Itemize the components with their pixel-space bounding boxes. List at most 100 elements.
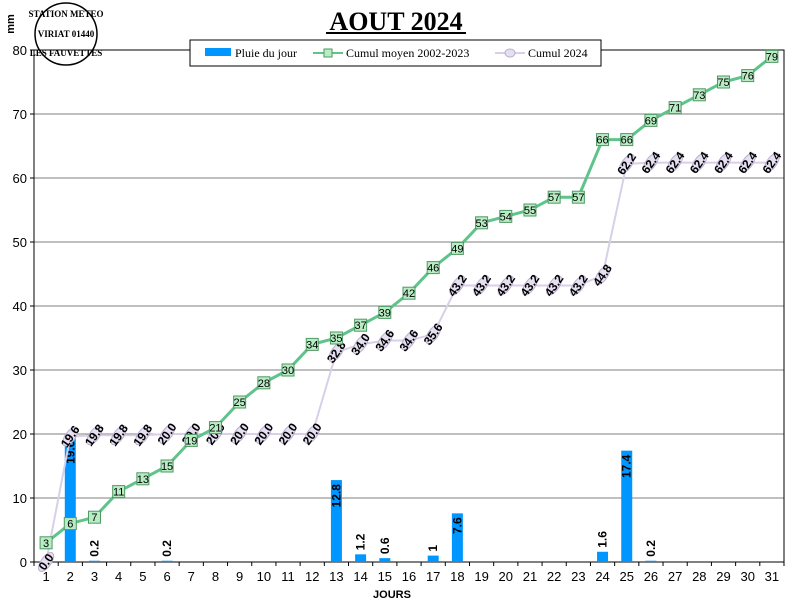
cumul-2024-label: 35.6 xyxy=(421,320,446,347)
cumul-moyen-point xyxy=(257,376,271,390)
y-tick-label: 10 xyxy=(13,491,27,506)
rain-bar xyxy=(379,558,391,562)
cumul-moyen-label: 3 xyxy=(43,538,49,550)
rain-bar xyxy=(645,560,657,562)
x-tick-label: 7 xyxy=(188,569,195,584)
y-axis-ticks: 0 10 20 30 40 50 60 70 80 xyxy=(13,43,34,570)
rain-bar-label: 0.2 xyxy=(644,540,658,557)
legend-swatch-bar xyxy=(205,48,231,56)
cumul-moyen-label: 34 xyxy=(306,339,318,351)
cumul-moyen-point xyxy=(692,88,706,102)
rain-bar-label: 17.4 xyxy=(620,454,634,478)
cumul-moyen-label: 69 xyxy=(645,115,657,127)
x-tick-label: 14 xyxy=(353,569,367,584)
rain-bar-label: 1 xyxy=(426,545,440,552)
legend: Pluie du jour Cumul moyen 2002-2023 Cumu… xyxy=(189,39,602,67)
legend-box xyxy=(189,39,602,67)
x-tick-label: 9 xyxy=(236,569,243,584)
x-tick-label: 27 xyxy=(668,569,682,584)
x-tick-label: 24 xyxy=(595,569,609,584)
cumul-2024-point xyxy=(86,425,103,446)
rain-bar-label: 0.2 xyxy=(87,540,101,557)
cumul-moyen-point xyxy=(741,69,755,83)
legend-label-moyen: Cumul moyen 2002-2023 xyxy=(346,46,469,60)
legend-marker-cumul xyxy=(504,48,516,58)
cumul-2024-point xyxy=(400,330,418,351)
cumul-moyen-label: 7 xyxy=(91,512,97,524)
cumul-moyen-label: 13 xyxy=(137,474,149,486)
rain-bar xyxy=(597,551,609,562)
x-tick-label: 28 xyxy=(692,569,706,584)
cumul-2024-point xyxy=(570,275,587,296)
cumul-2024-label: 34.0 xyxy=(348,331,373,358)
cumul-moyen-point xyxy=(402,286,416,300)
cumul-moyen-label: 39 xyxy=(379,307,391,319)
cumul-moyen-label: 42 xyxy=(403,288,415,300)
x-tick-label: 2 xyxy=(67,569,74,584)
logo-text-middle: VIRIAT 01440 xyxy=(38,29,95,39)
rain-bar xyxy=(451,513,463,562)
x-tick-label: 6 xyxy=(163,569,170,584)
x-tick-label: 12 xyxy=(305,569,319,584)
cumul-moyen-label: 79 xyxy=(766,51,778,63)
cumul-moyen-label: 46 xyxy=(427,263,439,275)
cumul-moyen-label: 55 xyxy=(524,205,536,217)
x-tick-label: 1 xyxy=(42,569,49,584)
cumul-2024-line xyxy=(45,161,772,563)
cumul-moyen-point xyxy=(571,190,585,204)
cumul-moyen-label: 75 xyxy=(717,77,729,89)
cumul-2024-point xyxy=(159,424,176,444)
legend-marker-moyen xyxy=(323,48,333,58)
cumul-moyen-label: 15 xyxy=(161,461,173,473)
rain-bar-label: 1.6 xyxy=(596,531,610,548)
cumul-moyen-label: 54 xyxy=(500,211,512,223)
cumul-moyen-label: 28 xyxy=(258,378,270,390)
cumul-moyen-label: 30 xyxy=(282,365,294,377)
cumul-moyen-point xyxy=(499,209,513,223)
cumul-moyen-point xyxy=(620,133,634,147)
rain-bar-label: 0.2 xyxy=(160,540,174,557)
cumul-moyen-point xyxy=(378,305,392,319)
series-cumul-2024: 0.019.619.819.819.820.020.020.020.020.02… xyxy=(36,149,785,573)
cumul-moyen-point xyxy=(305,337,319,351)
x-tick-label: 4 xyxy=(115,569,122,584)
y-tick-label: 60 xyxy=(13,171,27,186)
cumul-2024-point xyxy=(739,152,756,173)
cumul-2024-point xyxy=(594,265,611,286)
x-tick-label: 18 xyxy=(450,569,464,584)
cumul-moyen-point xyxy=(354,318,368,332)
cumul-moyen-label: 49 xyxy=(451,243,463,255)
cumul-2024-point xyxy=(618,153,635,174)
series-cumul-moyen: 3671113151921252830343537394246495354555… xyxy=(39,49,779,550)
legend-label-cumul: Cumul 2024 xyxy=(528,46,588,60)
x-tick-label: 16 xyxy=(402,569,416,584)
x-tick-label: 20 xyxy=(499,569,513,584)
cumul-2024-point xyxy=(231,424,248,444)
rain-bar xyxy=(330,480,342,562)
y-axis-label: mm xyxy=(5,14,17,34)
cumul-moyen-point xyxy=(281,363,295,377)
cumul-2024-point xyxy=(425,324,442,345)
cumul-moyen-point xyxy=(112,485,126,499)
y-tick-label: 80 xyxy=(13,43,27,58)
x-tick-label: 21 xyxy=(523,569,537,584)
y-tick-label: 30 xyxy=(13,363,27,378)
cumul-moyen-point xyxy=(329,331,343,345)
cumul-moyen-label: 76 xyxy=(742,71,754,83)
x-tick-label: 3 xyxy=(91,569,98,584)
x-tick-label: 19 xyxy=(474,569,488,584)
x-tick-label: 8 xyxy=(212,569,219,584)
cumul-moyen-point xyxy=(87,510,101,524)
cumul-moyen-point xyxy=(475,216,489,230)
cumul-2024-point xyxy=(667,152,684,173)
cumul-moyen-label: 6 xyxy=(67,519,73,531)
rain-bar-label: 7.6 xyxy=(450,517,464,534)
x-axis-label: JOURS xyxy=(373,589,411,601)
y-tick-label: 40 xyxy=(13,299,27,314)
cumul-moyen-point xyxy=(63,517,77,531)
rain-bar xyxy=(88,560,100,562)
cumul-2024-point xyxy=(110,425,127,446)
cumul-2024-point xyxy=(280,424,297,444)
x-tick-label: 17 xyxy=(426,569,440,584)
x-tick-label: 10 xyxy=(257,569,271,584)
